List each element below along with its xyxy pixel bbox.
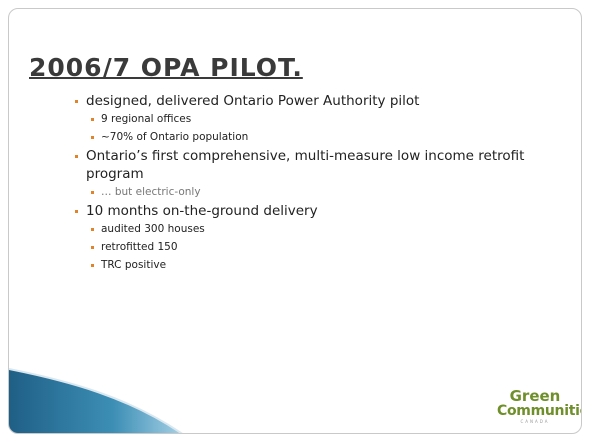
slide: 2006/7 OPA PILOT. designed, delivered On… (8, 8, 582, 434)
bullet-item: ~70% of Ontario population (75, 128, 545, 146)
bullet-item: TRC positive (75, 256, 545, 274)
bullet-item: Ontario’s first comprehensive, multi-mea… (75, 147, 545, 183)
logo-text: Green (509, 387, 561, 405)
slide-title: 2006/7 OPA PILOT. (29, 53, 303, 82)
bullet-item: retrofitted 150 (75, 238, 545, 256)
logo: Green Communities CANADA (497, 387, 581, 425)
swoosh-decoration (9, 368, 183, 433)
bullet-item: 10 months on-the-ground delivery (75, 202, 545, 220)
bullet-item: designed, delivered Ontario Power Author… (75, 92, 545, 110)
bullet-item: … but electric-only (75, 183, 545, 201)
bullet-list: designed, delivered Ontario Power Author… (75, 91, 545, 274)
bullet-item: audited 300 houses (75, 220, 545, 238)
bullet-item: 9 regional offices (75, 110, 545, 128)
logo-text: Communities (497, 403, 581, 419)
logo-text: CANADA (520, 419, 550, 424)
